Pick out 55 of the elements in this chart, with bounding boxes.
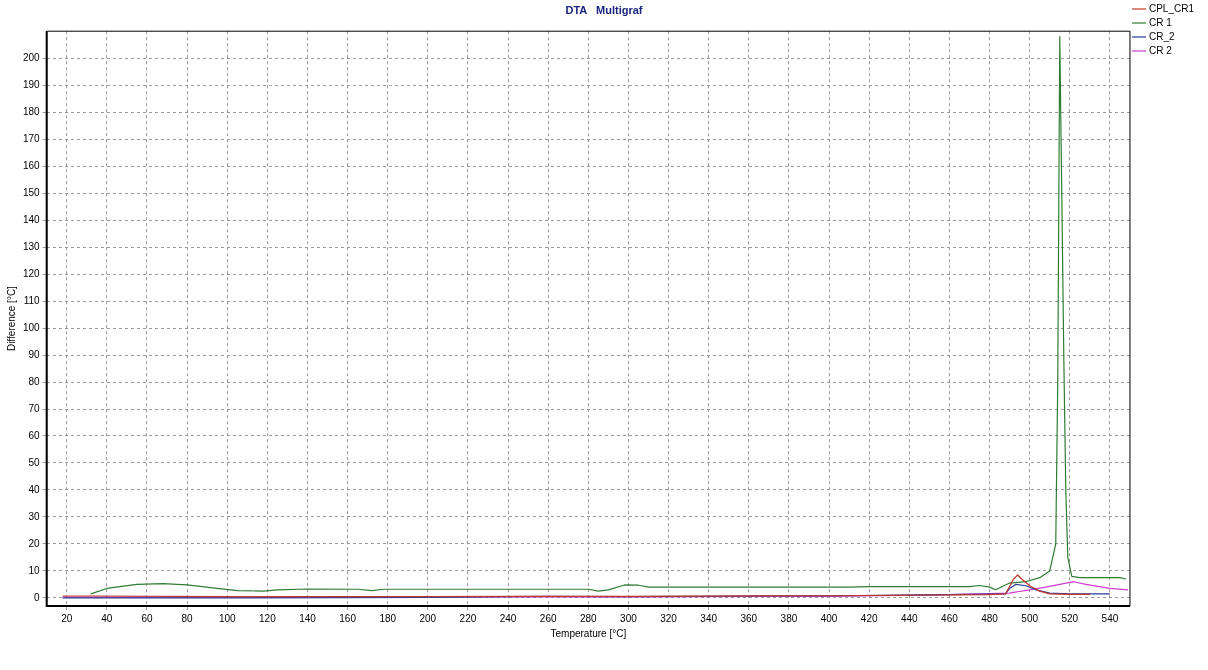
y-tick-label: 0 — [34, 591, 41, 603]
x-tick-label: 540 — [1101, 612, 1119, 624]
y-tick-label: 90 — [28, 348, 41, 360]
legend-label: CR_2 — [1148, 30, 1175, 42]
x-tick-label: 300 — [620, 612, 638, 624]
chart-title: DTA Multigraf — [565, 3, 643, 16]
legend-label: CPL_CR1 — [1148, 2, 1195, 14]
y-axis-title: Difference [°C] — [5, 285, 17, 352]
y-tick-label: 120 — [23, 267, 41, 279]
x-tick-label: 60 — [141, 612, 153, 624]
y-tick-label: 130 — [23, 240, 41, 252]
y-tick-label: 200 — [23, 51, 41, 63]
y-tick-label: 100 — [23, 321, 41, 333]
x-tick-label: 440 — [900, 612, 919, 624]
x-tick-label: 480 — [981, 612, 999, 624]
y-tick-label: 140 — [23, 213, 41, 225]
x-tick-label: 380 — [780, 612, 798, 624]
x-tick-label: 100 — [218, 612, 237, 624]
x-tick-label: 260 — [539, 612, 557, 624]
y-tick-label: 80 — [28, 375, 41, 387]
y-tick-label: 10 — [28, 564, 41, 576]
y-tick-label: 30 — [28, 510, 41, 522]
x-tick-label: 240 — [499, 612, 517, 624]
y-tick-label: 160 — [23, 159, 41, 171]
x-tick-label: 140 — [299, 612, 317, 624]
legend-label: CR 1 — [1148, 16, 1173, 28]
y-tick-label: 60 — [28, 429, 41, 441]
x-tick-label: 280 — [579, 612, 598, 624]
x-tick-label: 460 — [941, 612, 959, 624]
x-tick-label: 40 — [101, 612, 113, 624]
y-tick-label: 70 — [28, 402, 41, 414]
x-tick-label: 160 — [339, 612, 357, 624]
x-tick-label: 420 — [860, 612, 878, 624]
y-tick-label: 180 — [23, 105, 41, 117]
y-tick-label: 190 — [23, 78, 41, 90]
x-tick-label: 360 — [740, 612, 758, 624]
y-tick-label: 40 — [28, 483, 41, 495]
x-tick-label: 80 — [181, 612, 194, 624]
x-tick-label: 520 — [1061, 612, 1079, 624]
x-tick-label: 320 — [660, 612, 678, 624]
y-tick-label: 20 — [28, 537, 41, 549]
y-tick-label: 170 — [23, 132, 41, 144]
x-tick-label: 500 — [1021, 612, 1039, 624]
x-tick-label: 200 — [419, 612, 437, 624]
x-tick-label: 340 — [700, 612, 718, 624]
y-tick-label: 150 — [23, 186, 41, 198]
x-tick-label: 120 — [259, 612, 277, 624]
y-tick-label: 110 — [23, 294, 41, 306]
legend-label: CR 2 — [1148, 44, 1173, 56]
x-tick-label: 180 — [379, 612, 397, 624]
x-tick-label: 220 — [459, 612, 477, 624]
y-tick-label: 50 — [28, 456, 41, 468]
x-axis-title: Temperature [°C] — [550, 627, 627, 639]
x-tick-label: 400 — [820, 612, 838, 624]
x-tick-label: 20 — [61, 612, 73, 624]
